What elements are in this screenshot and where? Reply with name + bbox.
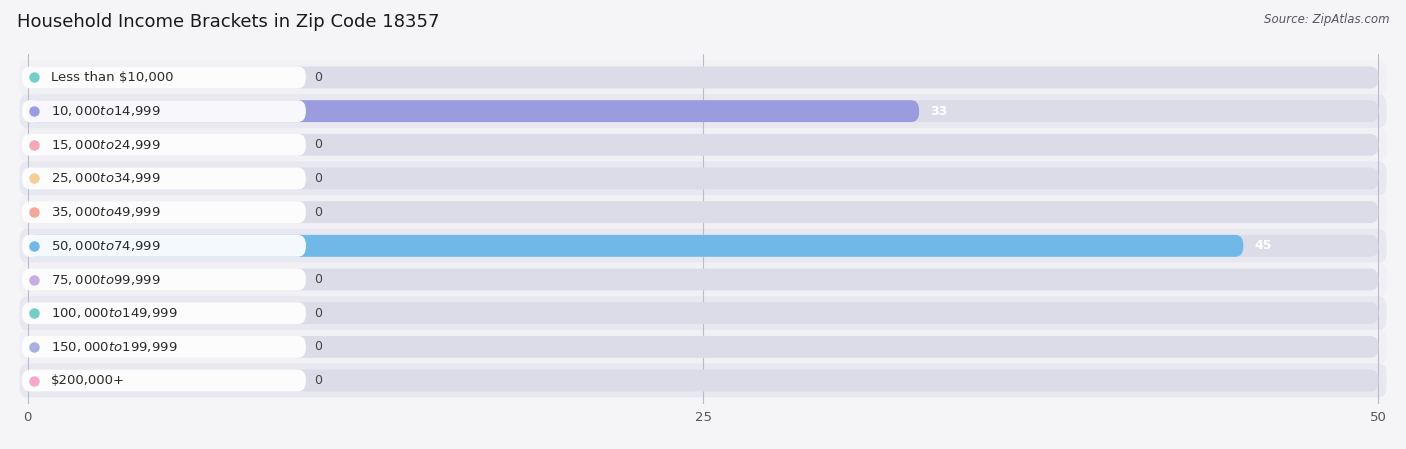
FancyBboxPatch shape [22, 66, 307, 88]
Text: 0: 0 [314, 172, 322, 185]
FancyBboxPatch shape [20, 195, 1386, 229]
Text: $10,000 to $14,999: $10,000 to $14,999 [51, 104, 160, 118]
FancyBboxPatch shape [22, 201, 307, 223]
FancyBboxPatch shape [20, 263, 1386, 296]
Text: Household Income Brackets in Zip Code 18357: Household Income Brackets in Zip Code 18… [17, 13, 439, 31]
FancyBboxPatch shape [28, 100, 1378, 122]
FancyBboxPatch shape [22, 302, 307, 324]
Text: 33: 33 [929, 105, 948, 118]
Text: Less than $10,000: Less than $10,000 [51, 71, 173, 84]
FancyBboxPatch shape [22, 336, 307, 358]
FancyBboxPatch shape [28, 370, 1378, 392]
FancyBboxPatch shape [20, 330, 1386, 364]
Text: 0: 0 [314, 273, 322, 286]
Text: 0: 0 [314, 374, 322, 387]
FancyBboxPatch shape [22, 370, 307, 392]
FancyBboxPatch shape [20, 364, 1386, 397]
FancyBboxPatch shape [28, 302, 1378, 324]
Text: $35,000 to $49,999: $35,000 to $49,999 [51, 205, 160, 219]
FancyBboxPatch shape [28, 269, 1378, 291]
FancyBboxPatch shape [22, 134, 307, 156]
Text: 0: 0 [314, 340, 322, 353]
FancyBboxPatch shape [28, 100, 920, 122]
FancyBboxPatch shape [22, 269, 307, 291]
Text: 45: 45 [1254, 239, 1271, 252]
FancyBboxPatch shape [20, 61, 1386, 94]
Text: 0: 0 [314, 71, 322, 84]
FancyBboxPatch shape [20, 296, 1386, 330]
FancyBboxPatch shape [28, 66, 1378, 88]
Text: $150,000 to $199,999: $150,000 to $199,999 [51, 340, 177, 354]
Text: 0: 0 [314, 307, 322, 320]
FancyBboxPatch shape [28, 235, 1243, 257]
FancyBboxPatch shape [28, 201, 1378, 223]
Text: 0: 0 [314, 138, 322, 151]
FancyBboxPatch shape [20, 128, 1386, 162]
FancyBboxPatch shape [28, 336, 1378, 358]
FancyBboxPatch shape [20, 162, 1386, 195]
Text: $50,000 to $74,999: $50,000 to $74,999 [51, 239, 160, 253]
Text: $75,000 to $99,999: $75,000 to $99,999 [51, 273, 160, 286]
FancyBboxPatch shape [20, 229, 1386, 263]
FancyBboxPatch shape [22, 100, 307, 122]
Text: $15,000 to $24,999: $15,000 to $24,999 [51, 138, 160, 152]
Text: 0: 0 [314, 206, 322, 219]
Text: Source: ZipAtlas.com: Source: ZipAtlas.com [1264, 13, 1389, 26]
Text: $100,000 to $149,999: $100,000 to $149,999 [51, 306, 177, 320]
Text: $25,000 to $34,999: $25,000 to $34,999 [51, 172, 160, 185]
FancyBboxPatch shape [28, 167, 1378, 189]
FancyBboxPatch shape [22, 167, 307, 189]
FancyBboxPatch shape [20, 94, 1386, 128]
FancyBboxPatch shape [22, 235, 307, 257]
FancyBboxPatch shape [28, 235, 1378, 257]
Text: $200,000+: $200,000+ [51, 374, 125, 387]
FancyBboxPatch shape [28, 134, 1378, 156]
